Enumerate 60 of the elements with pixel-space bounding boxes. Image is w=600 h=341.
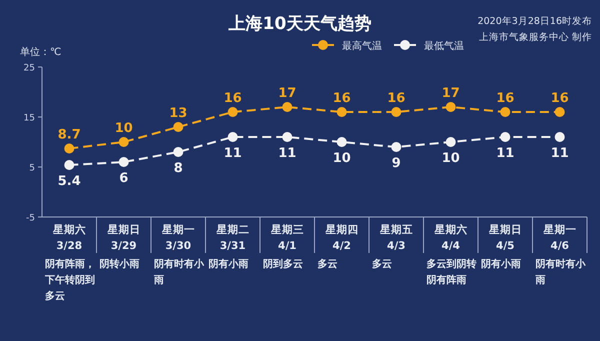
point [500,132,510,142]
data-label: 16 [387,91,406,106]
y-tick-label: 25 [24,64,35,74]
data-label: 11 [550,146,569,161]
y-tick-label: 5 [29,164,35,174]
data-label: 10 [332,151,351,166]
point [64,160,74,170]
point [446,102,456,112]
legend-label: 最低气温 [424,40,464,52]
point [554,107,565,117]
point [173,147,184,157]
data-label: 10 [114,121,133,136]
point [228,132,238,142]
point [391,142,402,152]
data-label: 6 [119,171,128,186]
x-tick-label: 星期六 4/4 多云到阴转阴有阵雨 [426,223,476,286]
x-tick-label: 星期六 3/28 阴有阵雨，下午转阴到多云 [44,223,95,302]
point [336,137,347,147]
x-tick-label: 星期四 4/2 多云 [318,223,358,270]
data-label: 9 [392,156,401,171]
data-label: 11 [278,146,296,161]
point [554,132,565,142]
text: 上海市气象服务中心 制作 [478,31,592,43]
point [282,102,292,112]
chart-title: 上海10天天气趋势 [228,14,372,34]
point [228,107,238,117]
point [118,137,129,147]
data-label: 8.7 [58,128,81,142]
x-tick-label: 星期五 4/3 多云 [372,223,413,270]
data-label: 17 [442,86,460,101]
y-axis-title: 单位：℃ [20,46,62,58]
point [64,144,74,154]
data-label: 8 [174,161,183,176]
point [118,157,129,167]
data-label: 11 [224,146,242,161]
data-label: 17 [278,86,296,101]
point [391,107,402,117]
x-tick-label: 星期日 3/29 阴转小雨 [100,223,140,270]
point [282,132,292,142]
x-tick-label: 星期二 3/31 阴有小雨 [208,223,250,270]
data-label: 16 [550,91,569,106]
x-tick-label: 星期一 4/6 阴有时有小雨 [534,223,586,286]
data-label: 5.4 [58,174,81,189]
point [336,107,347,117]
data-label: 10 [442,151,460,166]
x-tick-label: 星期一 3/30 阴有时有小雨 [153,223,205,286]
legend-label: 最高气温 [342,40,382,52]
point [173,122,184,132]
x-tick-label: 星期日 4/5 阴有小雨 [481,223,522,270]
data-label: 13 [169,106,188,121]
data-label: 16 [332,91,351,106]
y-tick-label: 15 [24,114,35,124]
point [446,137,456,147]
point [500,107,510,117]
data-label: 16 [224,91,242,106]
data-label: 11 [496,146,514,161]
data-label: 16 [496,91,514,106]
x-tick-label: 星期三 4/1 阴到多云 [263,223,304,270]
text: 2020年3月28日16时发布 [478,15,592,27]
y-tick-label: -5 [26,214,35,224]
